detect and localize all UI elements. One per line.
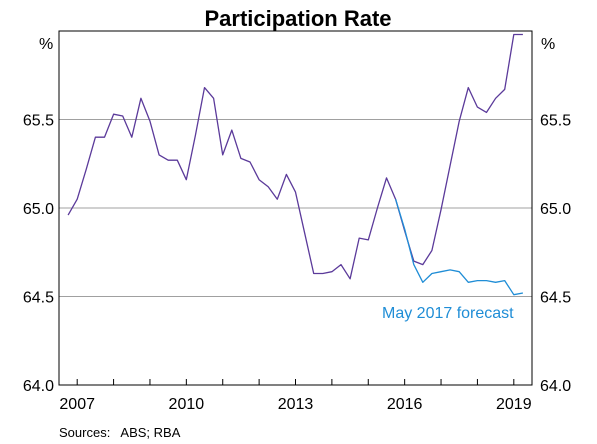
x-tick-label: 2010 — [169, 396, 205, 413]
y-tick-label-right: 65.0 — [540, 201, 571, 218]
axes: 64.0 64.0 64.5 64.5 65.0 65.0 65.5 65.5 2007 2010… — [23, 30, 571, 413]
y-tick-label-left: 65.5 — [23, 113, 54, 130]
x-tick-label: 2013 — [278, 396, 314, 413]
chart-title: Participation Rate — [204, 6, 391, 31]
y-tick-label-right: 65.5 — [540, 113, 571, 130]
forecast-annotation: May 2017 forecast — [382, 305, 514, 322]
source-note: Sources: ABS; RBA — [59, 425, 181, 440]
x-tick-label: 2007 — [59, 396, 95, 413]
actual-series-line — [67, 33, 523, 280]
gridlines — [59, 119, 532, 297]
y-tick-label-left: 64.5 — [23, 290, 54, 307]
y-axis-unit-right: % — [541, 36, 555, 53]
y-tick-label-right: 64.0 — [540, 378, 571, 395]
forecast-series-line — [394, 199, 524, 296]
x-tick-label: 2019 — [496, 396, 532, 413]
y-tick-label-left: 64.0 — [23, 378, 54, 395]
series-lines — [67, 33, 524, 296]
y-tick-label-right: 64.5 — [540, 290, 571, 307]
y-axis-unit-left: % — [39, 36, 53, 53]
y-tick-label-left: 65.0 — [23, 201, 54, 218]
x-tick-label: 2016 — [387, 396, 423, 413]
